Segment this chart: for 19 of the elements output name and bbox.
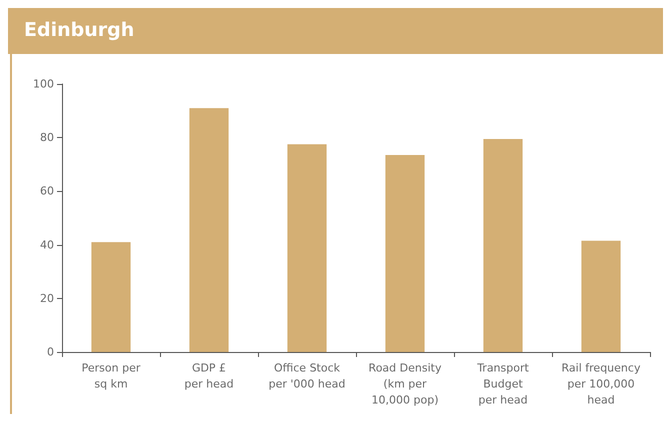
x-tick-label: Rail frequency per 100,000 head xyxy=(562,362,641,406)
bar xyxy=(483,138,523,352)
bar xyxy=(385,155,425,352)
chart-title: Edinburgh xyxy=(8,8,663,54)
bar xyxy=(189,108,229,352)
x-tick-label: Road Density (km per 10,000 pop) xyxy=(368,362,442,406)
y-tick-label: 0 xyxy=(47,346,54,358)
y-tick-label: 20 xyxy=(40,292,54,305)
y-tick-label: 80 xyxy=(40,131,54,144)
y-tick-label: 40 xyxy=(40,238,54,252)
bar xyxy=(91,242,131,352)
bar xyxy=(287,144,327,352)
x-tick-label: Person per sq km xyxy=(82,362,141,390)
x-tick-label: Transport Budget per head xyxy=(476,362,530,406)
y-tick-label: 60 xyxy=(40,184,54,198)
x-tick-label: Office Stock per '000 head xyxy=(268,362,346,390)
x-tick-label: GDP £ per head xyxy=(184,362,234,390)
y-tick-label: 100 xyxy=(33,78,54,90)
bar xyxy=(581,240,621,352)
